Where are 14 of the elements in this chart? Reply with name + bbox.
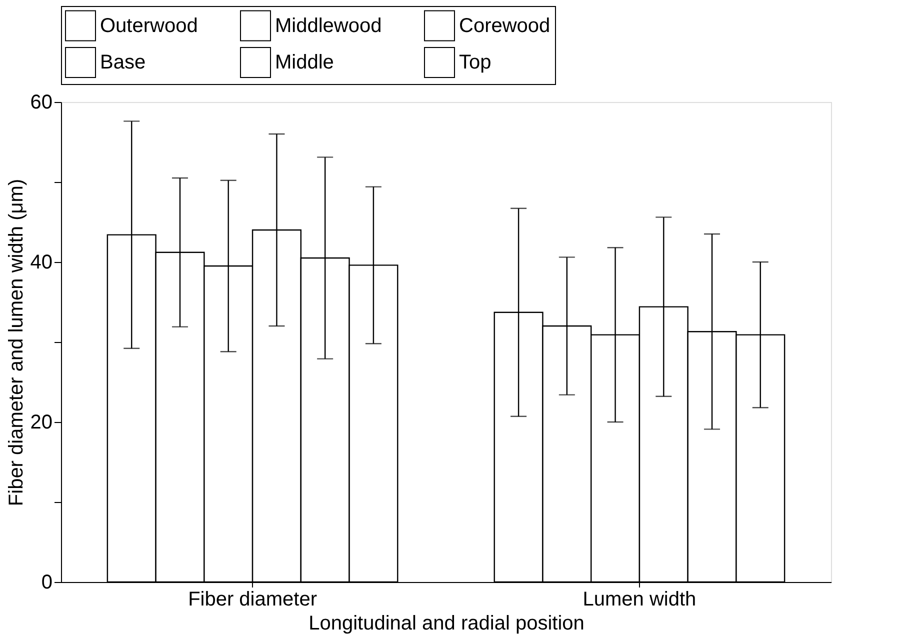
y-tick-label: 40 [30, 252, 52, 274]
legend-label: Middlewood [275, 14, 382, 37]
y-axis-title: Fiber diameter and lumen width (μm) [5, 178, 28, 506]
legend-label: Middle [275, 52, 334, 74]
y-tick-label: 0 [41, 572, 52, 594]
x-tick-label: Lumen width [582, 588, 696, 610]
y-tick-label: 20 [30, 412, 52, 434]
y-tick-label: 60 [30, 92, 52, 114]
legend-label: Base [100, 52, 146, 74]
x-axis-title: Longitudinal and radial position [308, 612, 584, 634]
legend-label: Outerwood [100, 14, 198, 37]
legend-label: Top [459, 52, 492, 74]
legend-label: Corewood [459, 14, 550, 37]
x-tick-label: Fiber diameter [188, 588, 318, 610]
